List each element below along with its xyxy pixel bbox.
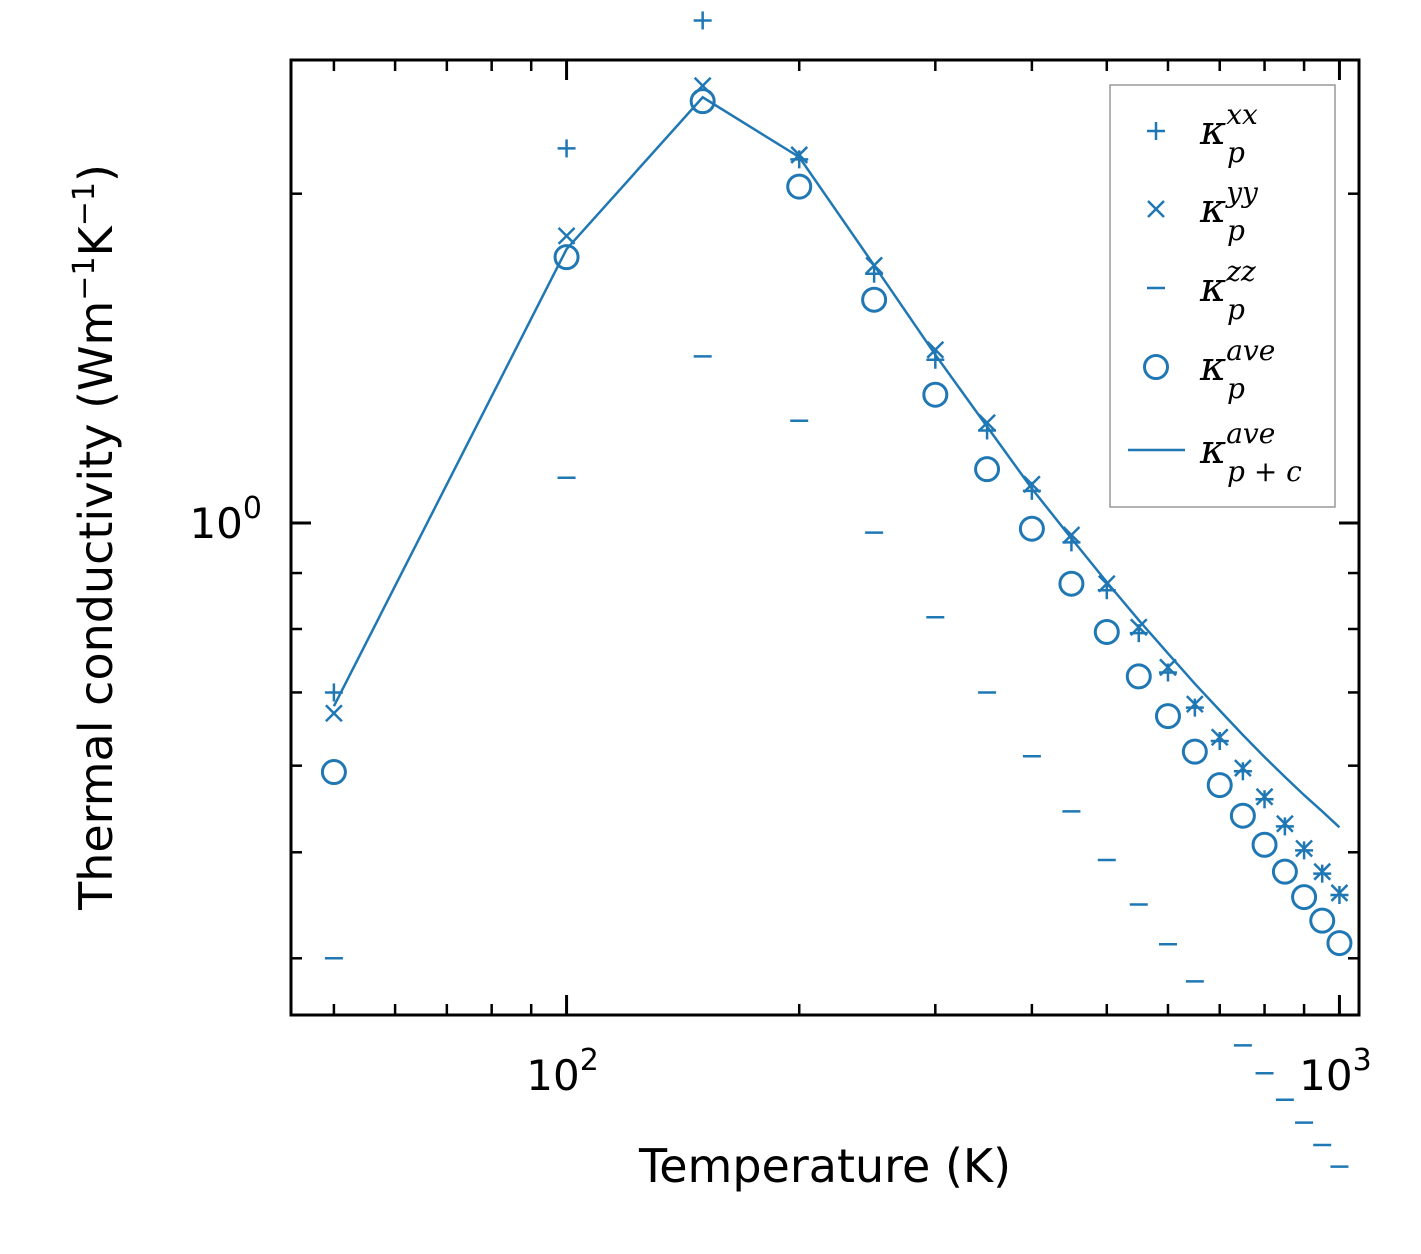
data-point [1185,695,1204,714]
data-point [1295,839,1313,858]
data-point [974,456,1001,483]
legend-swatch [1143,354,1169,380]
x-axis-label: Temperature (K) [638,1139,1011,1193]
legend-label: κyy p [1199,176,1259,247]
data-point [320,759,347,786]
data-point [790,146,809,164]
legend-item: κxx p [1147,98,1258,169]
data-point [1313,864,1332,883]
data-point [553,244,580,271]
data-point [1022,475,1041,494]
legend-box [1109,84,1336,508]
axis-ticks [291,60,1359,1015]
legend-item: κzz p [1147,255,1256,326]
y-tick-label: 100 [189,491,262,548]
data-point [1185,698,1204,717]
data-point [1330,886,1349,905]
series-ave-circle [320,88,1353,957]
data-point [557,227,576,245]
data-point [1229,802,1256,829]
data-point [1251,831,1278,858]
data-point [693,11,712,30]
data-point [325,704,343,723]
data-point [1210,728,1229,747]
data-point [1276,814,1294,833]
data-point [1129,618,1148,637]
data-point [1255,790,1274,809]
data-point [1181,738,1208,765]
series-yy-x [325,76,1349,902]
data-point [1255,787,1274,806]
data-point [689,88,716,115]
data-point [1330,884,1349,902]
data-point [1295,841,1314,860]
data-point [861,286,888,313]
data-point [1154,703,1181,730]
x-tick-label: 102 [526,1043,599,1100]
y-axis-label: Thermal conductivity (Wm−1K−1) [67,164,123,911]
data-point [922,381,949,408]
data-point [786,173,813,200]
legend-label: κave p + c [1199,417,1302,488]
x-tick-label: 103 [1299,1043,1372,1100]
data-point [1125,663,1152,690]
data-point [1326,930,1353,957]
legend: κxx p κyy p κzz p κave p κave p + c [1109,84,1336,508]
data-point [1309,907,1336,934]
data-point [1210,731,1229,750]
data-point [1159,658,1177,677]
data-point [1058,570,1085,597]
data-point [1206,772,1233,799]
legend-item: κyy p [1147,176,1259,247]
legend-label: κzz p [1199,255,1256,326]
data-point [1233,759,1252,777]
data-marks [320,11,1353,1168]
legend-item: κave p + c [1128,417,1302,488]
data-point [1233,762,1252,781]
data-point [926,340,945,359]
legend-label: κxx p [1199,98,1258,169]
data-point [1062,526,1081,544]
data-point [1313,862,1332,881]
data-point [1018,515,1045,542]
series-line [332,95,1341,829]
data-point [1291,884,1318,911]
data-point [1093,618,1120,645]
legend-item: κave p [1143,334,1275,405]
legend-label: κave p [1199,334,1275,405]
plot-frame [289,58,1361,1017]
data-point [1271,858,1298,885]
series-zz-dash [324,355,1349,1168]
legend-swatch [1147,200,1165,218]
tick-labels: 102 103 100 [189,491,1371,1100]
legend-swatch [1147,122,1165,140]
data-point [557,139,576,158]
series-ave-line [332,95,1341,829]
data-point [1275,817,1294,836]
